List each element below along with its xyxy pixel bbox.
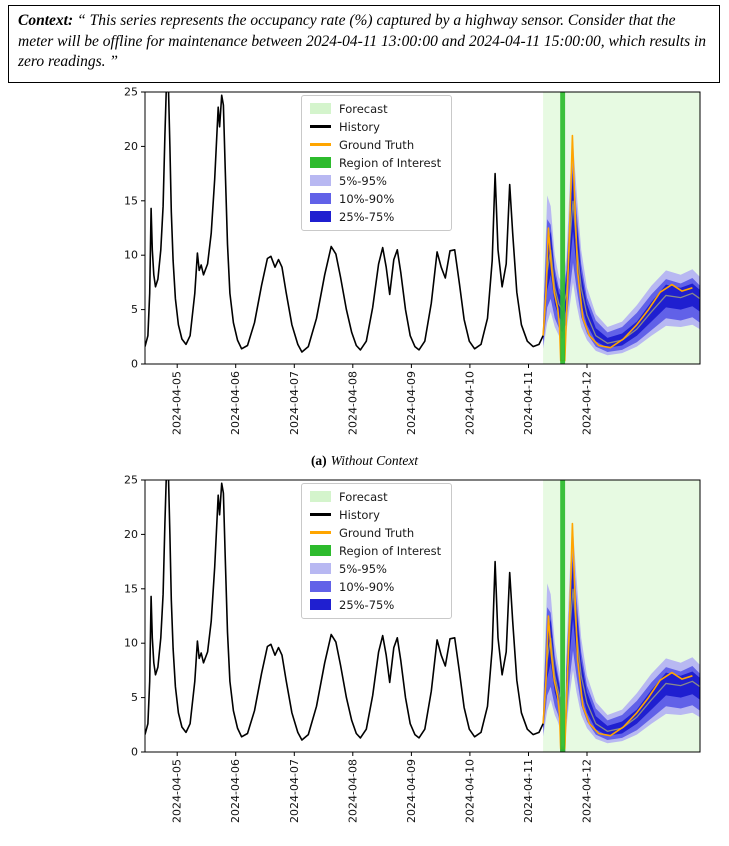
legend-item: 5%-95% bbox=[310, 173, 441, 188]
x-tick-label: 2024-04-09 bbox=[405, 759, 418, 823]
y-tick-label: 20 bbox=[124, 140, 138, 153]
plot-a: 0 5 10 15 20 25 2024-04-05 2024-04-06 2024-04-07… bbox=[124, 86, 701, 435]
x-tick-label: 2024-04-06 bbox=[229, 371, 242, 435]
roi-swatch bbox=[310, 545, 331, 556]
q10-90-swatch bbox=[310, 193, 331, 204]
legend-label: 5%-95% bbox=[339, 561, 387, 576]
legend-label: 10%-90% bbox=[339, 191, 395, 206]
legend-item: 25%-75% bbox=[310, 209, 441, 224]
plot-b: 0 5 10 15 20 25 2024-04-05 2024-04-06 2024-04-07… bbox=[124, 474, 701, 823]
x-tick-label: 2024-04-10 bbox=[463, 371, 476, 435]
legend-label: Forecast bbox=[339, 489, 388, 504]
x-tick-label: 2024-04-08 bbox=[346, 759, 359, 823]
q5-95-swatch bbox=[310, 563, 331, 574]
y-tick-label: 25 bbox=[124, 86, 138, 99]
context-text: “ This series represents the occupancy r… bbox=[18, 12, 707, 71]
legend-item: 25%-75% bbox=[310, 597, 441, 612]
ground-truth-line bbox=[542, 522, 693, 750]
q25-75-swatch bbox=[310, 211, 331, 222]
forecast-swatch bbox=[310, 103, 331, 114]
legend-label: 25%-75% bbox=[339, 597, 395, 612]
legend-item: Ground Truth bbox=[310, 525, 441, 540]
x-tick-label: 2024-04-07 bbox=[288, 759, 301, 823]
y-tick-label: 0 bbox=[131, 358, 138, 371]
figure-page: Context: “ This series represents the occ… bbox=[0, 5, 729, 823]
x-tick-label: 2024-04-07 bbox=[288, 371, 301, 435]
x-tick-label: 2024-04-06 bbox=[229, 759, 242, 823]
legend-item: History bbox=[310, 119, 441, 134]
ground-truth-swatch bbox=[310, 143, 331, 146]
x-tick-label: 2024-04-10 bbox=[463, 759, 476, 823]
band-25-75 bbox=[543, 173, 700, 348]
legend: Forecast History Ground Truth Region of … bbox=[301, 95, 453, 231]
ground-truth-line bbox=[542, 134, 693, 362]
subfigure-caption-text: Without Context bbox=[330, 453, 419, 468]
roi-swatch bbox=[310, 157, 331, 168]
y-tick-label: 15 bbox=[124, 194, 138, 207]
q10-90-swatch bbox=[310, 581, 331, 592]
legend-label: Region of Interest bbox=[339, 155, 442, 170]
legend-label: 5%-95% bbox=[339, 173, 387, 188]
history-line bbox=[145, 92, 544, 353]
x-tick-label: 2024-04-05 bbox=[171, 371, 184, 435]
legend-label: 10%-90% bbox=[339, 579, 395, 594]
legend-label: 25%-75% bbox=[339, 209, 395, 224]
roi-band bbox=[560, 92, 566, 364]
y-tick-label: 0 bbox=[131, 746, 138, 759]
legend-label: Ground Truth bbox=[339, 137, 415, 152]
x-tick-label: 2024-04-11 bbox=[522, 759, 535, 823]
legend-item: 10%-90% bbox=[310, 579, 441, 594]
x-tick-label: 2024-04-05 bbox=[171, 759, 184, 823]
history-line bbox=[145, 480, 544, 741]
axes-frame bbox=[144, 479, 701, 753]
y-tick-label: 20 bbox=[124, 528, 138, 541]
legend-item: Region of Interest bbox=[310, 155, 441, 170]
subfigure-caption: (a) Without Context bbox=[0, 453, 729, 469]
y-tick-label: 25 bbox=[124, 474, 138, 487]
chart-with-context: 0 5 10 15 20 25 2024-04-05 2024-04-06 2024-04-07… bbox=[0, 474, 729, 846]
legend-label: Ground Truth bbox=[339, 525, 415, 540]
legend-item: History bbox=[310, 507, 441, 522]
y-tick-label: 10 bbox=[124, 249, 138, 262]
q25-75-swatch bbox=[310, 599, 331, 610]
roi-band bbox=[560, 480, 566, 752]
context-label: Context: bbox=[18, 12, 74, 29]
x-tick-label: 2024-04-12 bbox=[581, 371, 594, 435]
legend: Forecast History Ground Truth Region of … bbox=[301, 483, 453, 619]
history-swatch bbox=[310, 125, 331, 128]
axes-frame bbox=[144, 91, 701, 365]
legend-label: Forecast bbox=[339, 101, 388, 116]
y-tick-label: 10 bbox=[124, 637, 138, 650]
legend-label: History bbox=[339, 507, 380, 522]
legend-item: Ground Truth bbox=[310, 137, 441, 152]
y-tick-label: 5 bbox=[131, 303, 138, 316]
forecast-median-line bbox=[542, 200, 700, 344]
legend-item: 10%-90% bbox=[310, 191, 441, 206]
x-tick-label: 2024-04-08 bbox=[346, 371, 359, 435]
y-tick-label: 15 bbox=[124, 582, 138, 595]
history-swatch bbox=[310, 513, 331, 516]
context-box: Context: “ This series represents the occ… bbox=[8, 5, 720, 83]
y-tick-label: 5 bbox=[131, 691, 138, 704]
q5-95-swatch bbox=[310, 175, 331, 186]
legend-label: Region of Interest bbox=[339, 543, 442, 558]
legend-item: Region of Interest bbox=[310, 543, 441, 558]
x-tick-label: 2024-04-09 bbox=[405, 371, 418, 435]
legend-item: 5%-95% bbox=[310, 561, 441, 576]
subfigure-caption-label: (a) bbox=[310, 453, 327, 468]
x-tick-label: 2024-04-12 bbox=[581, 759, 594, 823]
chart-without-context: 0 5 10 15 20 25 2024-04-05 2024-04-06 2024-04-07… bbox=[0, 86, 729, 458]
ground-truth-swatch bbox=[310, 531, 331, 534]
x-tick-label: 2024-04-11 bbox=[522, 371, 535, 435]
forecast-swatch bbox=[310, 491, 331, 502]
legend-item: Forecast bbox=[310, 101, 441, 116]
legend-item: Forecast bbox=[310, 489, 441, 504]
legend-label: History bbox=[339, 119, 380, 134]
